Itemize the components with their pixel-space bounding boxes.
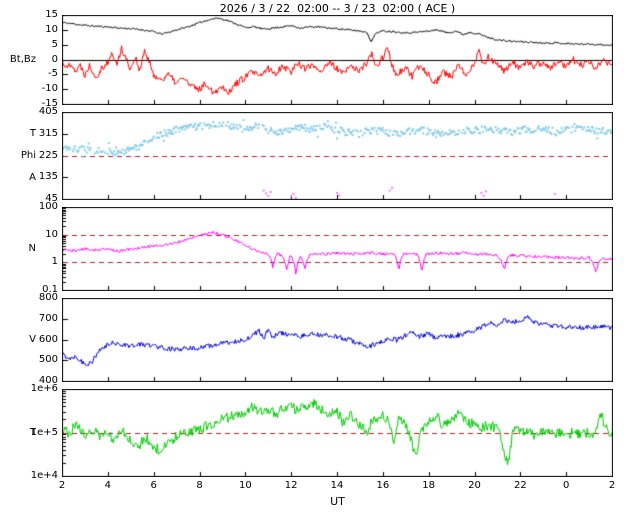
x-tick-label: 18 — [422, 480, 436, 491]
axis-label-t: T — [29, 427, 36, 438]
axis-label-btbz: Bt,Bz — [9, 54, 36, 65]
y-tick-label: 15 — [45, 9, 58, 20]
x-axis-title: UT — [330, 495, 345, 508]
plot-title: 2026 / 3 / 22 02:00 -- 3 / 23 02:00 ( AC… — [219, 2, 456, 15]
x-tick-label: 14 — [330, 480, 344, 491]
x-tick-label: 12 — [284, 480, 298, 491]
y-tick-label: 0 — [51, 53, 58, 65]
panel-temperature — [62, 389, 613, 477]
y-tick-label: 800 — [38, 292, 58, 303]
x-tick-label: 8 — [196, 480, 203, 491]
axis-label-phi: Phi — [20, 150, 36, 161]
x-tick-label: 22 — [513, 480, 527, 491]
y-tick-label: 135 — [38, 171, 58, 183]
y-tick-label: 1e+5 — [30, 426, 58, 438]
y-tick-label: 600 — [38, 333, 58, 345]
x-tick-label: 20 — [468, 480, 481, 491]
y-tick-label: 315 — [38, 127, 58, 139]
y-tick-label: 225 — [38, 149, 58, 161]
axis-label-n: N — [28, 243, 36, 254]
y-tick-label: 700 — [38, 312, 58, 324]
y-tick-label: 100 — [38, 201, 58, 212]
x-tick-label: 2 — [608, 480, 616, 491]
x-tick-label: 10 — [238, 480, 252, 491]
axis-label-a: A — [29, 172, 36, 183]
y-tick-label: 0.1 — [42, 284, 58, 295]
x-tick-label: 4 — [104, 480, 112, 491]
panel-bt-bz — [62, 15, 613, 105]
x-tick-label: 2 — [58, 480, 66, 491]
y-tick-label: 1e+6 — [30, 383, 58, 394]
x-tick-label: 16 — [376, 480, 390, 491]
y-tick-label: -10 — [41, 83, 58, 95]
y-tick-label: -15 — [41, 98, 58, 109]
y-tick-label: 500 — [38, 354, 58, 366]
axis-label-v: V — [29, 334, 36, 345]
panel-speed — [62, 298, 613, 382]
y-tick-label: 405 — [38, 106, 58, 117]
y-tick-label: 10 — [45, 23, 58, 35]
y-tick-label: 5 — [51, 38, 58, 50]
axis-label-t: T — [29, 128, 36, 139]
y-tick-label: 45 — [45, 193, 58, 204]
y-tick-label: 10 — [45, 228, 58, 240]
y-tick-label: 1 — [51, 256, 58, 268]
y-tick-label: 1e+4 — [30, 470, 58, 481]
panel-density — [62, 207, 613, 291]
y-tick-label: 400 — [38, 375, 58, 386]
x-tick-label: 0 — [562, 480, 570, 491]
x-tick-label: 6 — [150, 480, 157, 491]
panel-phi — [62, 112, 613, 200]
y-tick-label: -5 — [48, 68, 58, 80]
